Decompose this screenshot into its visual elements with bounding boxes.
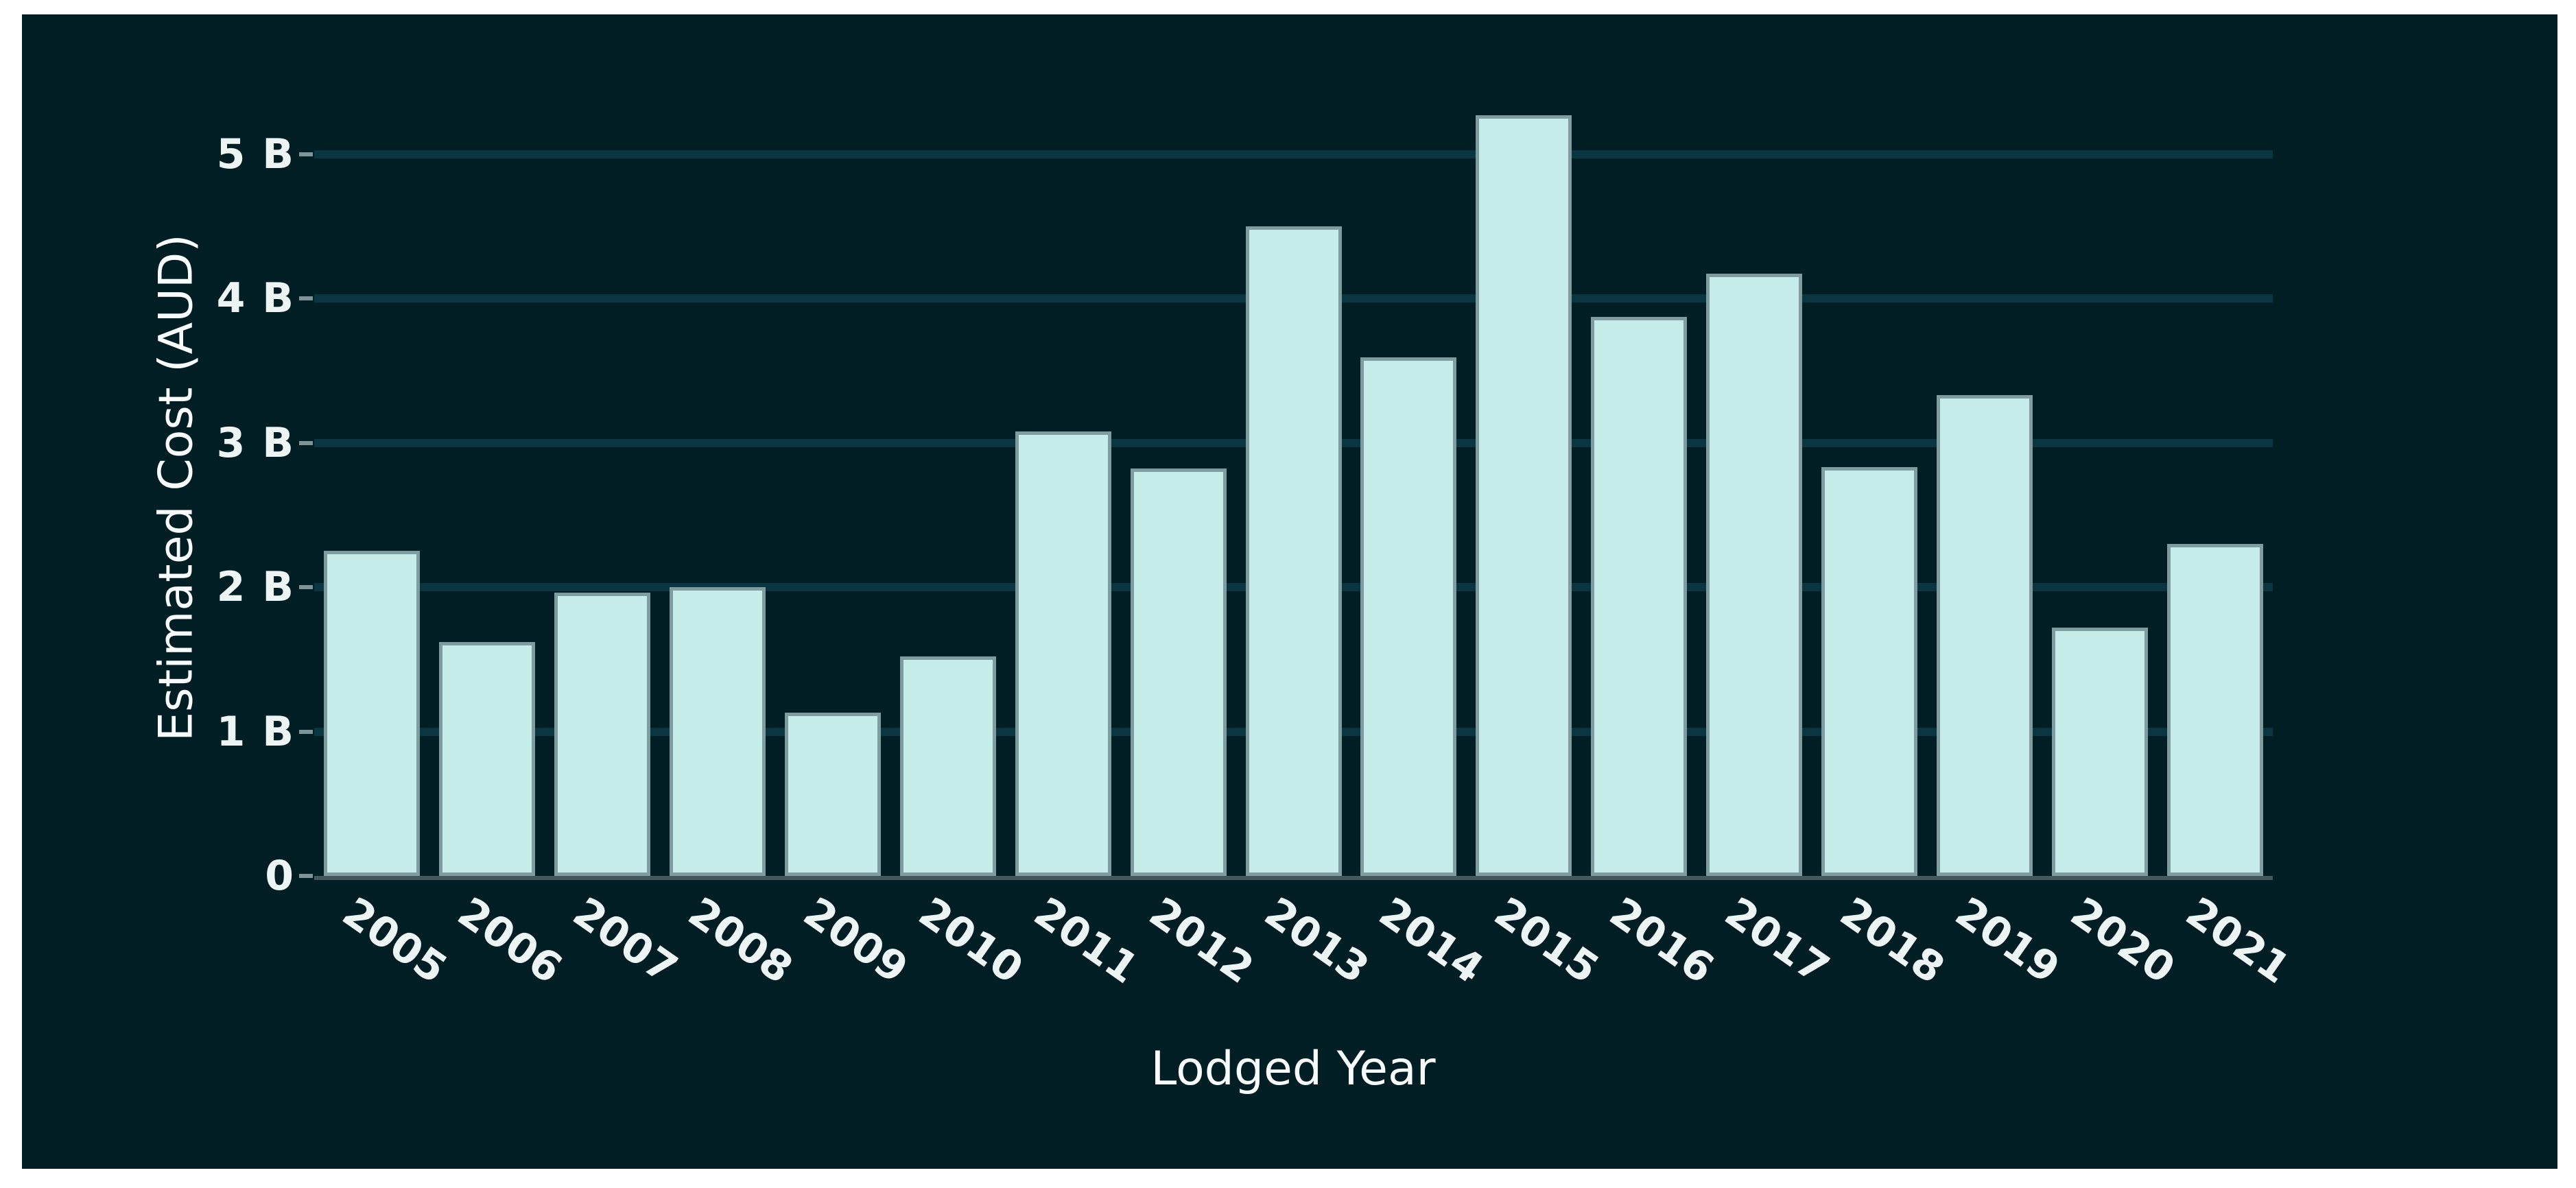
gridline-5b <box>314 150 2273 158</box>
bar-2015 <box>1476 115 1572 876</box>
y-tick-mark-1 <box>299 729 313 734</box>
x-axis-title: Lodged Year <box>1150 1042 1436 1096</box>
y-tick-mark-3 <box>299 440 313 445</box>
x-axis-line <box>314 876 2273 880</box>
x-tick-label-2006: 2006 <box>449 888 571 994</box>
bar-2021 <box>2167 543 2264 876</box>
x-tick-label-2007: 2007 <box>564 888 686 994</box>
y-tick-label-4: 4 B <box>216 274 295 322</box>
bar-2014 <box>1360 357 1457 876</box>
x-tick-label-2019: 2019 <box>1946 888 2068 994</box>
x-tick-label-2014: 2014 <box>1371 888 1493 994</box>
bar-2008 <box>669 587 766 876</box>
bar-2020 <box>2052 627 2149 876</box>
y-tick-label-1: 1 B <box>216 707 295 756</box>
x-tick-label-2013: 2013 <box>1255 888 1378 994</box>
bar-2017 <box>1706 274 1803 876</box>
bar-2009 <box>784 713 881 876</box>
bar-2018 <box>1821 467 1918 876</box>
y-tick-label-0: 0 <box>265 852 295 900</box>
x-tick-label-2009: 2009 <box>794 888 917 994</box>
y-tick-mark-2 <box>299 585 313 589</box>
x-tick-label-2005: 2005 <box>333 888 456 994</box>
bar-2013 <box>1245 226 1342 876</box>
y-tick-mark-0 <box>299 874 313 878</box>
bar-2006 <box>438 641 535 876</box>
x-tick-label-2017: 2017 <box>1716 888 1838 994</box>
y-tick-mark-4 <box>299 296 313 300</box>
bar-2016 <box>1591 317 1688 876</box>
x-tick-label-2010: 2010 <box>910 888 1032 994</box>
bar-2010 <box>899 656 996 876</box>
x-tick-label-2021: 2021 <box>2177 888 2299 994</box>
x-tick-label-2015: 2015 <box>1486 888 1608 994</box>
x-tick-label-2011: 2011 <box>1025 888 1147 994</box>
plot-area: 0 1 B 2 B 3 B 4 B 5 B 2005 2006 2007 2008 2009 2010… <box>22 14 2557 1169</box>
y-tick-label-5: 5 B <box>216 130 295 178</box>
x-tick-label-2016: 2016 <box>1601 888 1723 994</box>
y-tick-label-2: 2 B <box>216 563 295 611</box>
y-tick-mark-5 <box>299 152 313 156</box>
y-tick-label-3: 3 B <box>216 418 295 467</box>
x-tick-label-2012: 2012 <box>1140 888 1262 994</box>
x-tick-label-2020: 2020 <box>2061 888 2184 994</box>
bar-2019 <box>1937 395 2033 876</box>
bar-2005 <box>323 551 420 876</box>
x-tick-label-2018: 2018 <box>1831 888 1953 994</box>
x-tick-label-2008: 2008 <box>679 888 801 994</box>
bar-2007 <box>554 593 650 876</box>
bar-2012 <box>1130 468 1227 876</box>
bar-2011 <box>1015 431 1111 876</box>
